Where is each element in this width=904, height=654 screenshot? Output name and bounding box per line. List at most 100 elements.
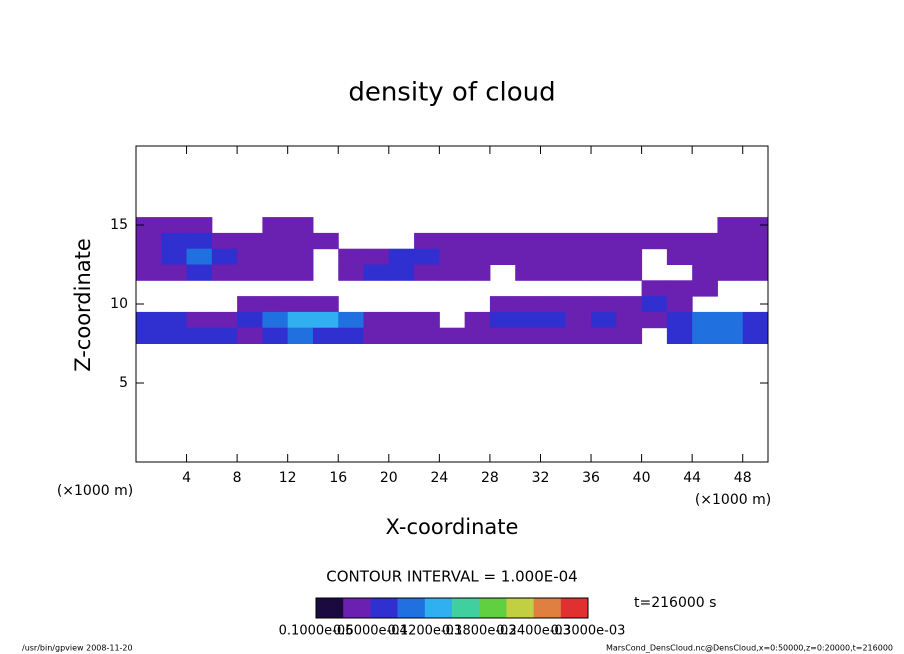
contour-cell <box>616 311 643 329</box>
contour-cell <box>666 232 693 250</box>
contour-cell <box>692 264 718 281</box>
contour-cell <box>287 232 314 250</box>
contour-cell <box>515 327 541 344</box>
contour-cell <box>565 264 592 281</box>
chart-title: density of cloud <box>348 78 555 108</box>
contour-cell <box>186 264 213 281</box>
contour-cell <box>692 311 718 329</box>
contour-cell <box>641 311 668 329</box>
colorbar-frame <box>315 597 589 619</box>
contour-cell <box>641 296 668 313</box>
contour-cell <box>262 232 289 250</box>
contour-cell <box>388 264 415 281</box>
contour-cell <box>565 296 592 313</box>
colorbar-label: 0.3000e-03 <box>551 624 626 639</box>
x-tick-label: 28 <box>481 470 499 486</box>
contour-cell <box>186 232 213 250</box>
contour-cell <box>363 327 390 344</box>
contour-cell <box>211 232 238 250</box>
colorbar-swatch <box>343 598 371 618</box>
x-tick-label: 48 <box>734 470 752 486</box>
contour-cell <box>161 264 188 281</box>
contour-cell <box>388 311 415 329</box>
contour-cell <box>591 264 617 281</box>
contour-cell <box>515 232 541 250</box>
y-tick-label: 10 <box>110 296 128 312</box>
contour-cell <box>742 311 769 329</box>
contour-cell <box>287 217 314 234</box>
contour-cell <box>186 217 213 234</box>
contour-cell <box>515 264 541 281</box>
contour-cell <box>287 311 314 329</box>
contour-cell <box>312 327 339 344</box>
contour-cell <box>591 311 617 329</box>
contour-cell <box>591 296 617 313</box>
colorbar-label: 0.1200e-03 <box>387 624 462 639</box>
contour-cell <box>262 248 289 265</box>
contour-cell <box>641 280 668 297</box>
x-tick-label: 36 <box>582 470 600 486</box>
contour-cell <box>186 327 213 344</box>
contour-cell <box>237 248 263 265</box>
contour-cell <box>489 327 516 344</box>
contour-cell <box>540 232 567 250</box>
contour-cell <box>717 217 744 234</box>
y-tick-label: 5 <box>119 375 128 391</box>
contour-cell <box>540 327 567 344</box>
contour-cell <box>515 311 541 329</box>
colorbar-label: 0.1000e-05 <box>279 624 354 639</box>
contour-cell <box>388 327 415 344</box>
contour-cell <box>666 327 693 344</box>
contour-cell <box>363 248 390 265</box>
colorbar-label: 0.6000e-04 <box>333 624 408 639</box>
x-axis-label: X-coordinate <box>386 515 519 539</box>
contour-cell <box>464 327 491 344</box>
contour-cell <box>262 264 289 281</box>
x-tick-label: 8 <box>233 470 242 486</box>
contour-cell <box>717 311 744 329</box>
time-label: t=216000 s <box>634 595 716 611</box>
contour-cell <box>136 232 162 250</box>
contour-cell <box>742 248 769 265</box>
contour-cell <box>591 232 617 250</box>
contour-cell <box>616 327 643 344</box>
colorbar-swatch <box>479 598 507 618</box>
contour-cell <box>565 232 592 250</box>
contour-cell <box>439 264 466 281</box>
contour-cell <box>414 248 440 265</box>
contour-cell <box>692 248 718 265</box>
contour-cell <box>338 327 365 344</box>
contour-cell <box>338 248 365 265</box>
contour-cell <box>616 248 643 265</box>
contour-cell <box>136 264 162 281</box>
contour-cell <box>489 248 516 265</box>
contour-cell <box>161 232 188 250</box>
contour-cell <box>439 327 466 344</box>
contour-cell <box>464 264 491 281</box>
contour-cell <box>565 327 592 344</box>
contour-cell <box>211 327 238 344</box>
contour-cell <box>717 327 744 344</box>
x-unit-label: (×1000 m) <box>695 492 771 508</box>
contour-cell <box>338 311 365 329</box>
contour-cell <box>717 264 744 281</box>
contour-cell <box>742 264 769 281</box>
contour-cell <box>540 248 567 265</box>
contour-cell <box>363 264 390 281</box>
contour-cell <box>616 264 643 281</box>
contour-cell <box>565 311 592 329</box>
contour-cell <box>515 296 541 313</box>
contour-cell <box>666 248 693 265</box>
contour-cell <box>641 232 668 250</box>
contour-cell <box>237 264 263 281</box>
contour-cell <box>237 232 263 250</box>
x-tick-label: 24 <box>430 470 448 486</box>
colorbar-swatch <box>560 598 589 618</box>
contour-cell <box>464 232 491 250</box>
contour-cell <box>262 217 289 234</box>
contour-cell <box>136 311 162 329</box>
colorbar-label: 0.2400e-03 <box>496 624 571 639</box>
contour-cell <box>666 311 693 329</box>
contour-cell <box>211 264 238 281</box>
